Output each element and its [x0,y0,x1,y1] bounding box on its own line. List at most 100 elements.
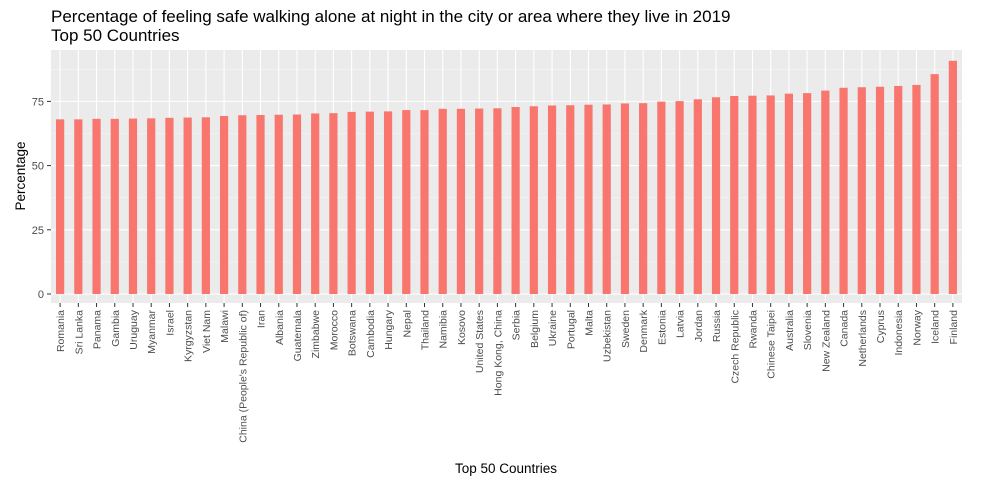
x-tick-label: Sweden [620,310,632,348]
bar [456,108,466,295]
chart-subtitle: Top 50 Countries [51,26,180,45]
bar [311,113,320,295]
bar [219,116,229,295]
bar [74,119,83,295]
bar [566,105,575,295]
x-tick-label: Cyprus [875,310,887,343]
x-tick-label: Norway [911,309,923,345]
bar [639,103,648,295]
x-tick-label: Zimbabwe [310,310,322,359]
x-tick-label: Malta [583,310,595,336]
x-tick-label: Indonesia [893,310,905,356]
x-tick-label: Hungary [383,309,395,349]
bar [948,60,957,295]
bar [365,111,374,295]
bar [402,110,411,295]
x-axis: Romania Sri Lanka Panama Gambia Uruguay Myanm… [55,303,960,443]
bar [511,107,520,295]
x-tick-label: Malawi [219,310,231,343]
x-tick-label: Panama [92,310,104,349]
x-tick-label: Serbia [511,310,523,341]
bar [292,114,302,295]
x-tick-label: Uzbekistan [602,310,614,362]
bar [839,87,848,295]
x-tick-label: Guatemala [292,310,304,362]
x-tick-label: Morocco [328,310,340,350]
x-tick-label: Chinese Taipei [766,310,778,379]
bar [657,101,666,295]
bar [711,97,721,295]
x-tick-label: Portugal [565,310,577,349]
y-axis: 0 25 50 75 [32,96,51,301]
bar [930,74,939,295]
x-tick-label: Gambia [110,310,122,347]
bar [693,99,702,295]
x-tick-label: Myanmar [146,310,158,354]
x-tick-label: Slovenia [802,310,814,350]
x-tick-label: Sri Lanka [73,310,85,355]
x-tick-label: Russia [711,310,723,342]
bar [547,105,557,295]
x-tick-label: Hong Kong, China [492,310,504,396]
x-tick-label: Kosovo [456,310,468,345]
x-tick-label: Thailand [420,310,432,350]
bar [803,93,812,295]
x-tick-label: Belgium [529,310,541,348]
x-tick-label: Israel [164,310,176,336]
x-tick-label: Iceland [930,310,942,344]
y-tick-label: 0 [38,289,44,301]
x-tick-label: New Zealand [820,310,832,372]
x-tick-label: Nepal [401,310,413,337]
bar [894,85,903,295]
bar [256,114,265,295]
x-tick-label: Finland [948,310,960,345]
bar [347,111,356,295]
x-tick-label: Denmark [638,309,650,352]
bar [110,118,119,295]
x-tick-label: Jordan [693,310,705,342]
bar [620,103,630,295]
bar [383,111,393,295]
bar [56,119,65,295]
bars [56,60,957,295]
bar [602,104,611,295]
x-tick-label: United States [474,310,486,373]
x-tick-label: Iran [256,310,268,328]
bar [529,106,538,295]
chart-title: Percentage of feeling safe walking alone… [51,7,731,26]
bar [730,95,739,295]
bar [784,93,794,295]
bar [201,117,210,295]
bar [165,117,174,295]
x-tick-label: Latvia [675,310,687,338]
bar [493,108,502,295]
y-axis-label: Percentage [13,141,28,210]
x-tick-label: Namibia [438,310,450,349]
x-tick-label: Canada [839,310,851,347]
x-tick-label: Viet Nam [201,310,213,353]
bar [748,95,757,295]
bar [128,118,138,295]
x-tick-label: Czech Republic [729,310,741,384]
bar [912,84,921,295]
x-tick-label: Kyrgyzstan [183,310,195,362]
x-tick-label: Uruguay [128,309,140,349]
x-tick-label: Cambodia [365,310,377,358]
bar [238,115,247,295]
bar [183,117,192,295]
x-tick-label: Australia [784,310,796,351]
bar [857,87,866,295]
x-tick-label: Botswana [347,310,359,356]
bar [766,95,775,295]
x-axis-label: Top 50 Countries [455,461,557,476]
bar [821,90,830,295]
bar [147,118,156,295]
x-tick-label: Ukraine [547,310,559,346]
bar [675,101,684,295]
x-tick-label: Rwanda [747,310,759,349]
x-tick-label: China (People's Republic of) [237,310,249,443]
bar [420,110,429,295]
bar [584,104,593,295]
bar [274,114,283,295]
